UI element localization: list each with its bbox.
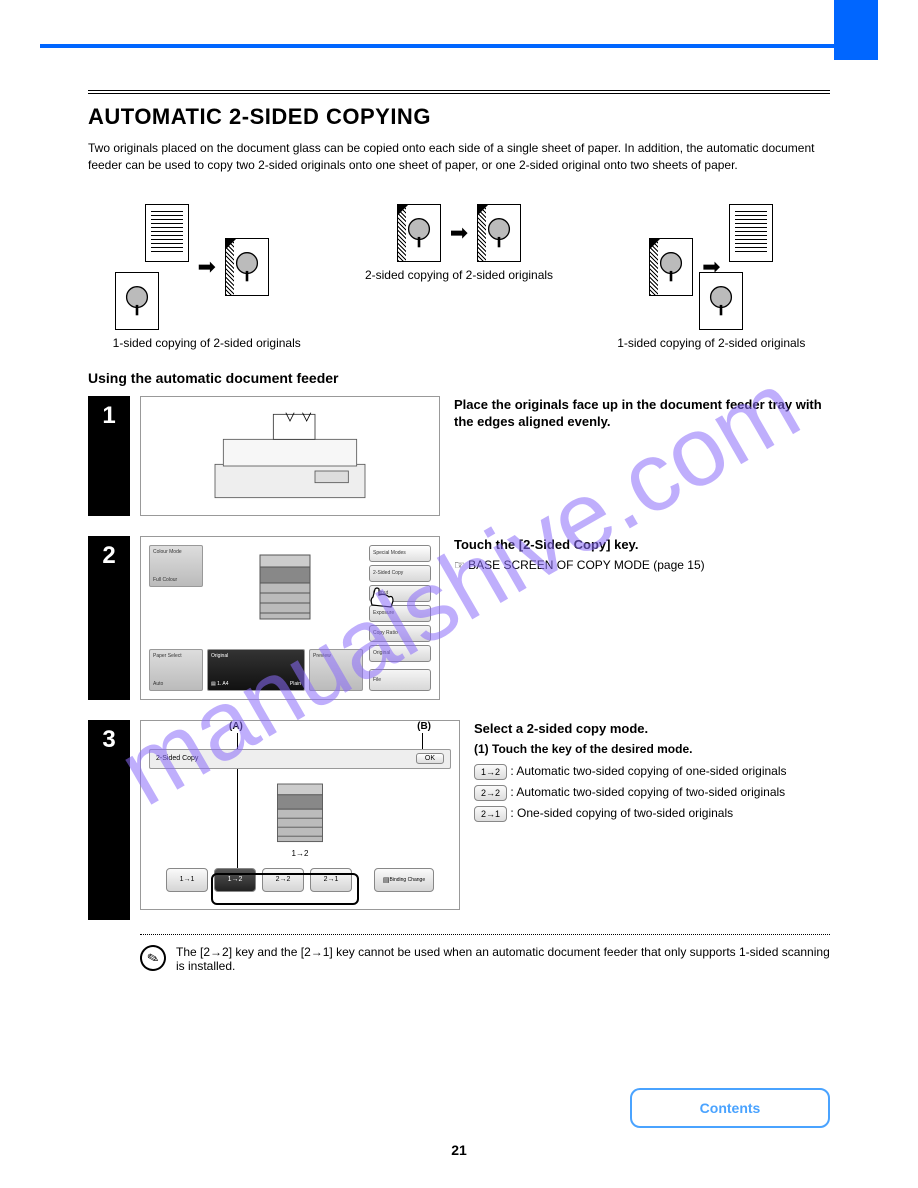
step-number: 1 [88,396,130,516]
binding-change-button[interactable]: ▤ Binding Change [374,868,434,892]
page-number: 21 [451,1142,467,1158]
mode-key-icon: 2→1 [474,806,507,822]
page-bound-icon [477,204,521,262]
step-heading: Place the originals face up in the docum… [454,396,830,431]
panel-button[interactable]: Original [369,645,431,662]
callout-label: (B) [417,721,431,732]
panel-button[interactable]: Special Modes [369,545,431,562]
hand-cursor-icon [367,585,397,611]
ok-button[interactable]: OK [416,753,444,764]
dotted-rule [140,934,830,935]
panel-button-2sided[interactable]: 2-Sided Copy [369,565,431,582]
note: ✎ The [2→2] key and the [2→1] key cannot… [140,945,830,973]
diagram-label: 1-sided copying of 2-sided originals [113,336,301,350]
page-bound-icon [225,238,269,296]
key-desc: 1→2 : Automatic two-sided copying of one… [474,763,830,780]
panel-tile: Paper Select Auto [149,649,203,691]
header-tab [834,0,878,60]
mode-key-icon: 1→2 [474,764,507,780]
callout-label: (A) [229,721,243,732]
step-subline: (1) Touch the key of the desired mode. [474,741,830,757]
page-header [0,0,918,60]
step-number: 3 [88,720,130,920]
diagram-group: ➡ 2-sided copying of 2-sided originals [340,204,577,350]
page-tree-icon [699,272,743,330]
mode-button[interactable]: 1→1 [166,868,208,892]
contents-button[interactable]: Contents [630,1088,830,1128]
highlight-box [211,873,359,905]
panel-tile: Preview [309,649,363,691]
device-icon [255,545,315,625]
panel-button[interactable]: File [369,669,431,691]
step: 1 Place the originals face up in the doc… [88,396,830,516]
page-title: AUTOMATIC 2-SIDED COPYING [88,104,830,130]
panel-button[interactable]: Copy Ratio [369,625,431,642]
printer-icon [205,406,375,506]
page-tree-icon [115,272,159,330]
page-bound-icon [649,238,693,296]
mode-key-icon: 2→2 [474,785,507,801]
note-icon: ✎ [137,942,169,974]
step-figure: Colour Mode Full Colour [140,536,440,700]
diagram-label: 1-sided copying of 2-sided originals [617,336,805,350]
subheading: Using the automatic document feeder [88,370,830,386]
diagram-row: ➡ 1-sided copying of 2-sided originals ➡… [88,204,830,350]
note-text: The [2→2] key and the [2→1] key cannot b… [176,945,830,973]
header-rule [40,44,878,48]
diagram-group: ➡ 1-sided copying of 2-sided originals [593,204,830,350]
arrow-icon: ➡ [447,220,471,246]
key-desc: 2→1 : One-sided copying of two-sided ori… [474,805,830,822]
diagram-group: ➡ 1-sided copying of 2-sided originals [88,204,325,350]
device-icon [270,775,330,847]
dialog-header: 2-Sided Copy OK [149,749,451,769]
step-number: 2 [88,536,130,700]
key-desc: 2→2 : Automatic two-sided copying of two… [474,784,830,801]
title-rule [88,90,830,94]
step-link[interactable]: ☞ BASE SCREEN OF COPY MODE (page 15) [454,557,830,573]
arrow-icon: ➡ [195,254,219,280]
page-lines-icon [145,204,189,262]
diagram-label: 2-sided copying of 2-sided originals [365,268,553,282]
mode-label: 1→2 [292,849,309,858]
step-figure [140,396,440,516]
page-lines-icon [729,204,773,262]
step-figure: (A) (B) 2-Sided Copy OK [140,720,460,910]
panel-tile: Original ▤ 1. A4 Plain [207,649,305,691]
step: 2 Colour Mode Full Colour [88,536,830,700]
step-heading: Select a 2-sided copy mode. [474,720,830,738]
intro-text: Two originals placed on the document gla… [88,140,830,174]
step-heading: Touch the [2-Sided Copy] key. [454,536,830,554]
page-bound-icon [397,204,441,262]
panel-tile: Colour Mode Full Colour [149,545,203,587]
step: 3 (A) (B) 2-Sided Copy OK [88,720,830,973]
